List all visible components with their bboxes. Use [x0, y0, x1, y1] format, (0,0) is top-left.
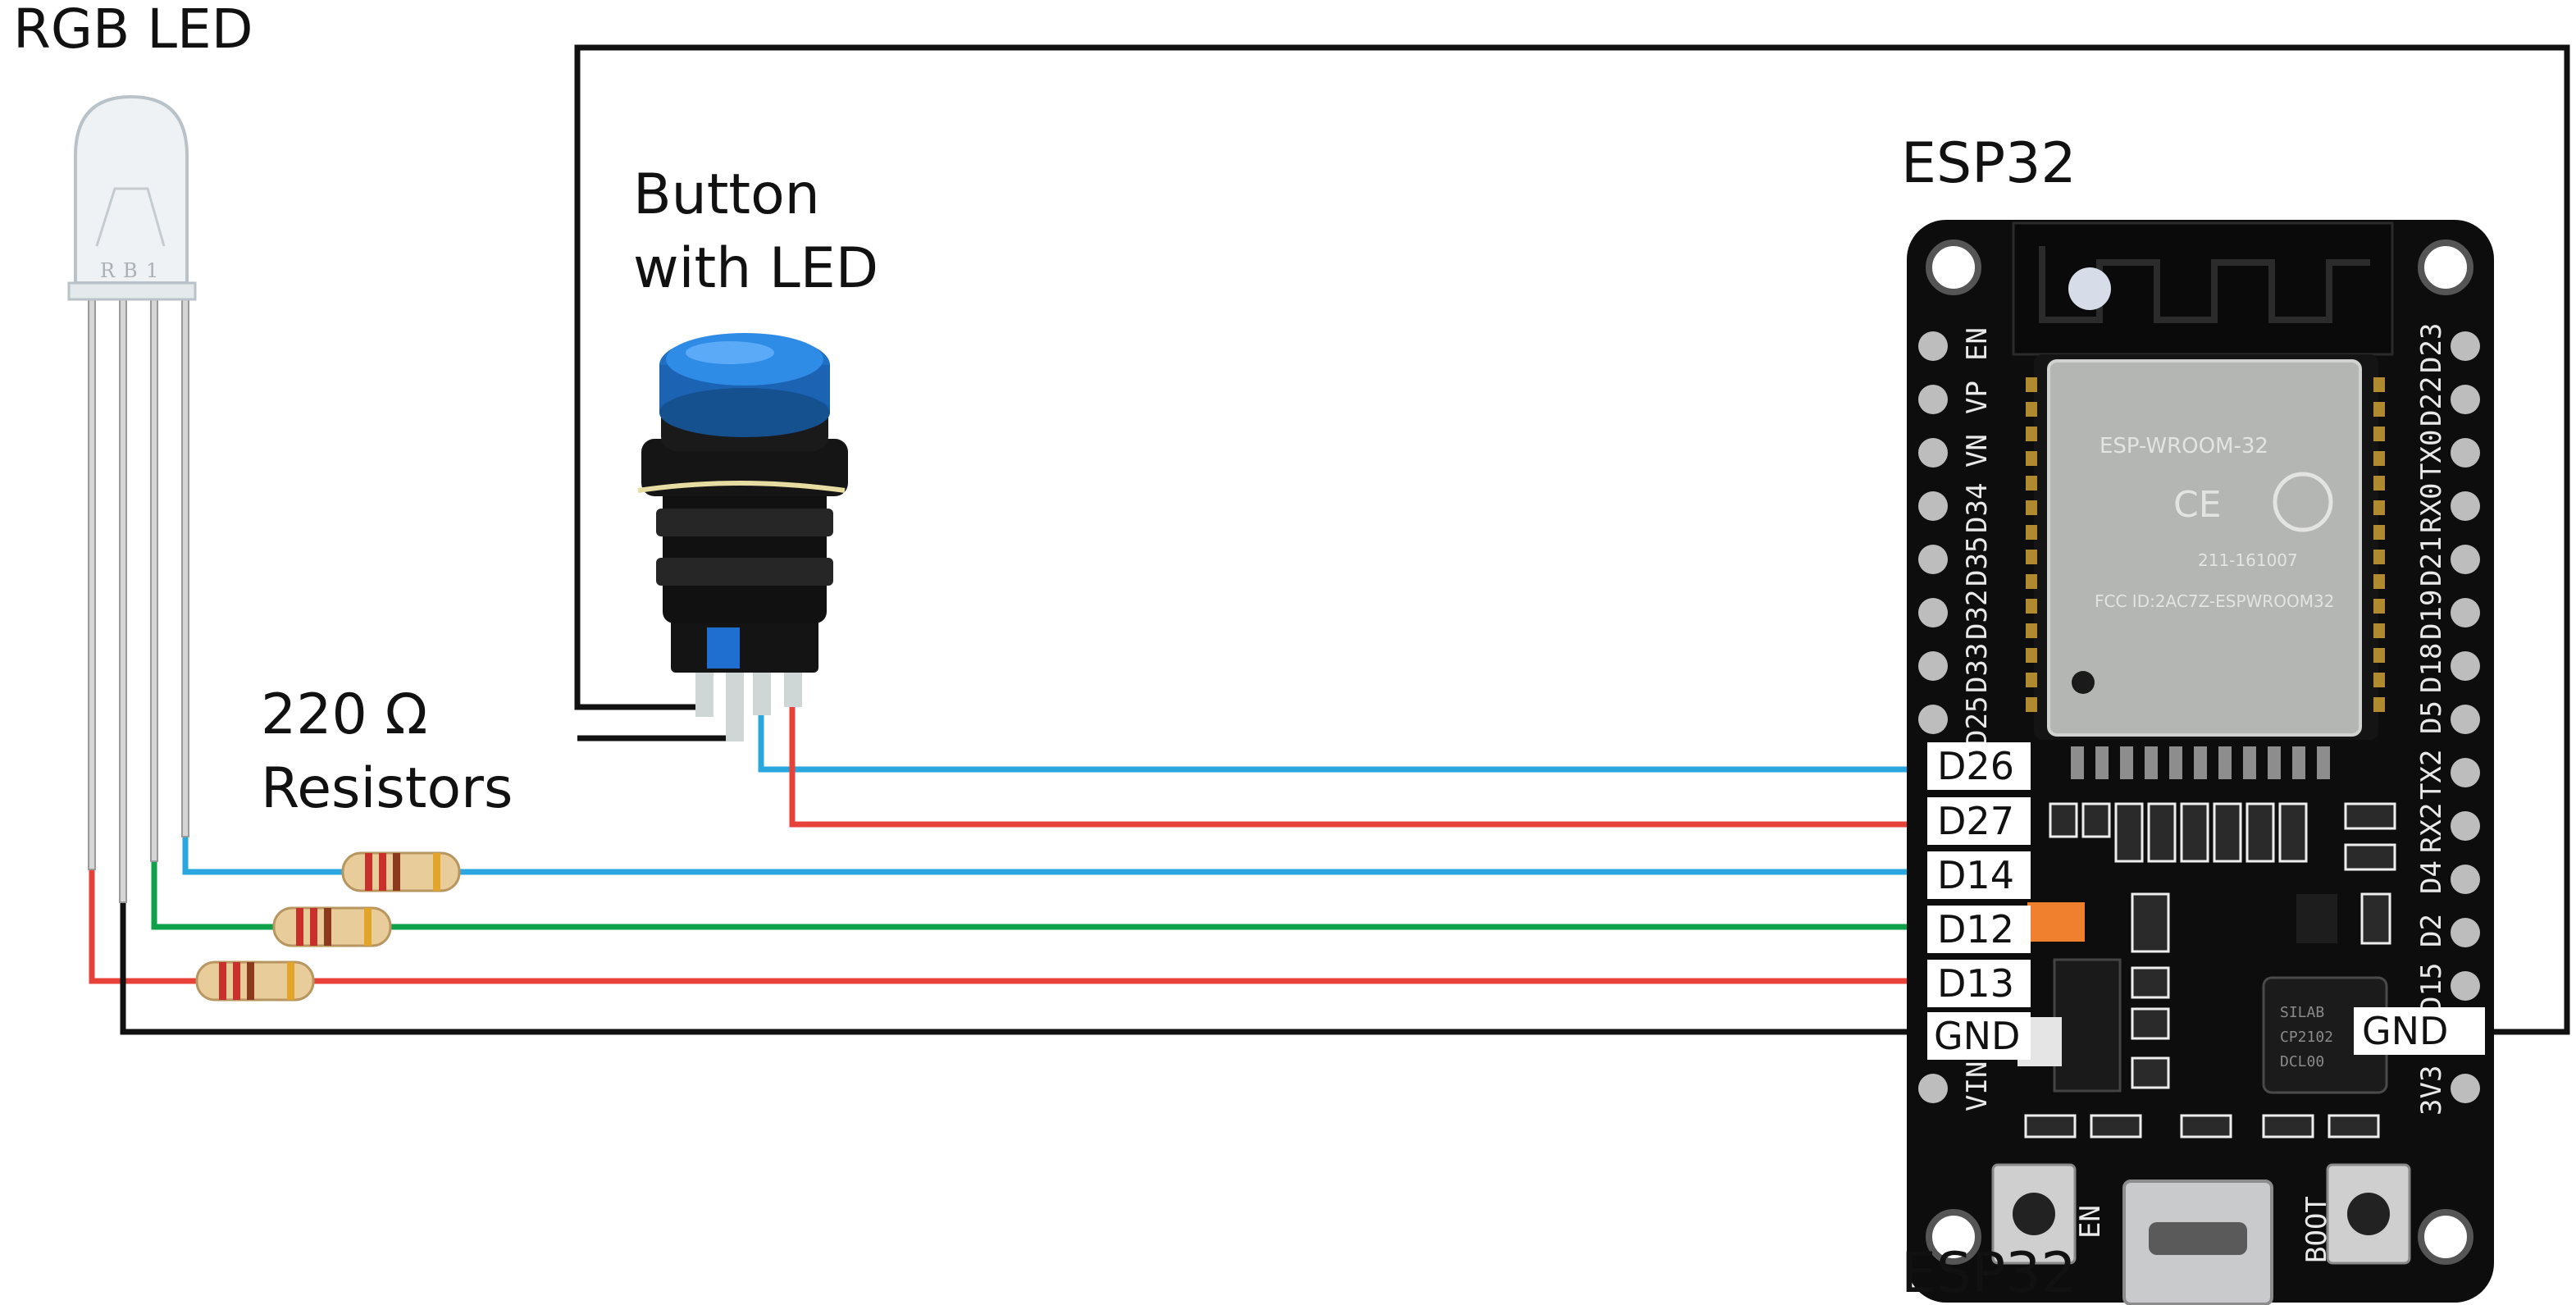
pin-label-d13: D13	[1937, 961, 2014, 1006]
svg-text:CE: CE	[2173, 484, 2222, 526]
svg-text:DCL00: DCL00	[2280, 1053, 2324, 1070]
wire-d27	[789, 699, 1927, 828]
pin-label-d27: D27	[1937, 799, 2014, 843]
silk-d15: D15	[2415, 963, 2448, 1013]
label-resistor-line1: 220 Ω	[261, 682, 427, 747]
svg-text:R: R	[100, 259, 116, 282]
pin-label-d14: D14	[1937, 853, 2014, 897]
label-esp32: ESP32	[1901, 131, 2077, 196]
esp32-board-icon: ESP-WROOM-32 CE 211-161007 FCC ID:2AC7Z-…	[1907, 220, 2494, 1305]
svg-text:ESP-WROOM-32: ESP-WROOM-32	[2100, 434, 2268, 459]
silk-vp: VP	[1961, 381, 1994, 414]
resistor-icon-d12	[272, 906, 392, 947]
silk-d4: D4	[2415, 860, 2448, 894]
component-labels: RGB LED Button with LED 220 Ω Resistors …	[13, 0, 2077, 1305]
silk-tx0: TX0	[2415, 430, 2448, 480]
silk-d2: D2	[2415, 914, 2448, 947]
pin-labels: D26 D27 D14 D12 D13 GND GND	[1927, 742, 2485, 1060]
rgb-led-icon: R B 1	[67, 94, 197, 903]
silk-d34: D34	[1961, 483, 1994, 533]
silk-d21: D21	[2415, 536, 2448, 586]
pin-label-d26: D26	[1937, 744, 2014, 788]
wire-led-gnd	[120, 886, 1927, 1035]
silk-vn: VN	[1961, 434, 1994, 468]
label-button-line1: Button	[633, 162, 820, 227]
silk-en-button: EN	[2074, 1205, 2107, 1239]
silk-d19: D19	[2415, 590, 2448, 640]
svg-text:211-161007: 211-161007	[2198, 550, 2298, 570]
wires	[89, 44, 2570, 1035]
silk-d23: D23	[2415, 323, 2448, 373]
svg-text:CP2102: CP2102	[2280, 1029, 2333, 1046]
pin-label-gnd-left: GND	[1934, 1014, 2020, 1058]
wire-d12	[151, 851, 1927, 930]
wire-d13	[89, 861, 1927, 984]
silk-en: EN	[1961, 327, 1994, 361]
wire-d26	[758, 705, 1927, 773]
silk-3v3: 3V3	[2415, 1065, 2448, 1116]
silk-rx2: RX2	[2415, 803, 2448, 853]
svg-text:SILAB: SILAB	[2280, 1004, 2324, 1021]
pin-label-d12: D12	[1937, 907, 2014, 951]
label-esp32-bottom: ESP32	[1901, 1241, 2077, 1305]
svg-text:B: B	[123, 259, 138, 282]
resistor-icon-d14	[341, 851, 461, 892]
silk-d22: D22	[2415, 376, 2448, 427]
silk-boot-button: BOOT	[2300, 1196, 2333, 1263]
label-button-line2: with LED	[633, 236, 878, 301]
silk-d35: D35	[1961, 536, 1994, 586]
wire-button-gnd-loop	[574, 44, 2570, 1035]
push-button-icon	[637, 333, 848, 741]
silk-d33: D33	[1961, 643, 1994, 693]
svg-text:FCC ID:2AC7Z-ESPWROOM32: FCC ID:2AC7Z-ESPWROOM32	[2095, 591, 2334, 611]
silk-d32: D32	[1961, 590, 1994, 640]
label-resistor-line2: Resistors	[261, 756, 513, 821]
svg-text:1: 1	[146, 259, 158, 282]
silk-d5: D5	[2415, 700, 2448, 734]
label-rgb-led: RGB LED	[13, 0, 253, 61]
resistor-icon-d13	[195, 960, 315, 1002]
silk-vin: VIN	[1961, 1061, 1994, 1111]
silk-rx0: RX0	[2415, 483, 2448, 533]
pin-label-gnd-right: GND	[2362, 1009, 2448, 1053]
wire-d14	[182, 830, 1927, 875]
silk-tx2: TX2	[2415, 750, 2448, 800]
silk-d25: D25	[1961, 696, 1994, 746]
silk-d18: D18	[2415, 643, 2448, 693]
